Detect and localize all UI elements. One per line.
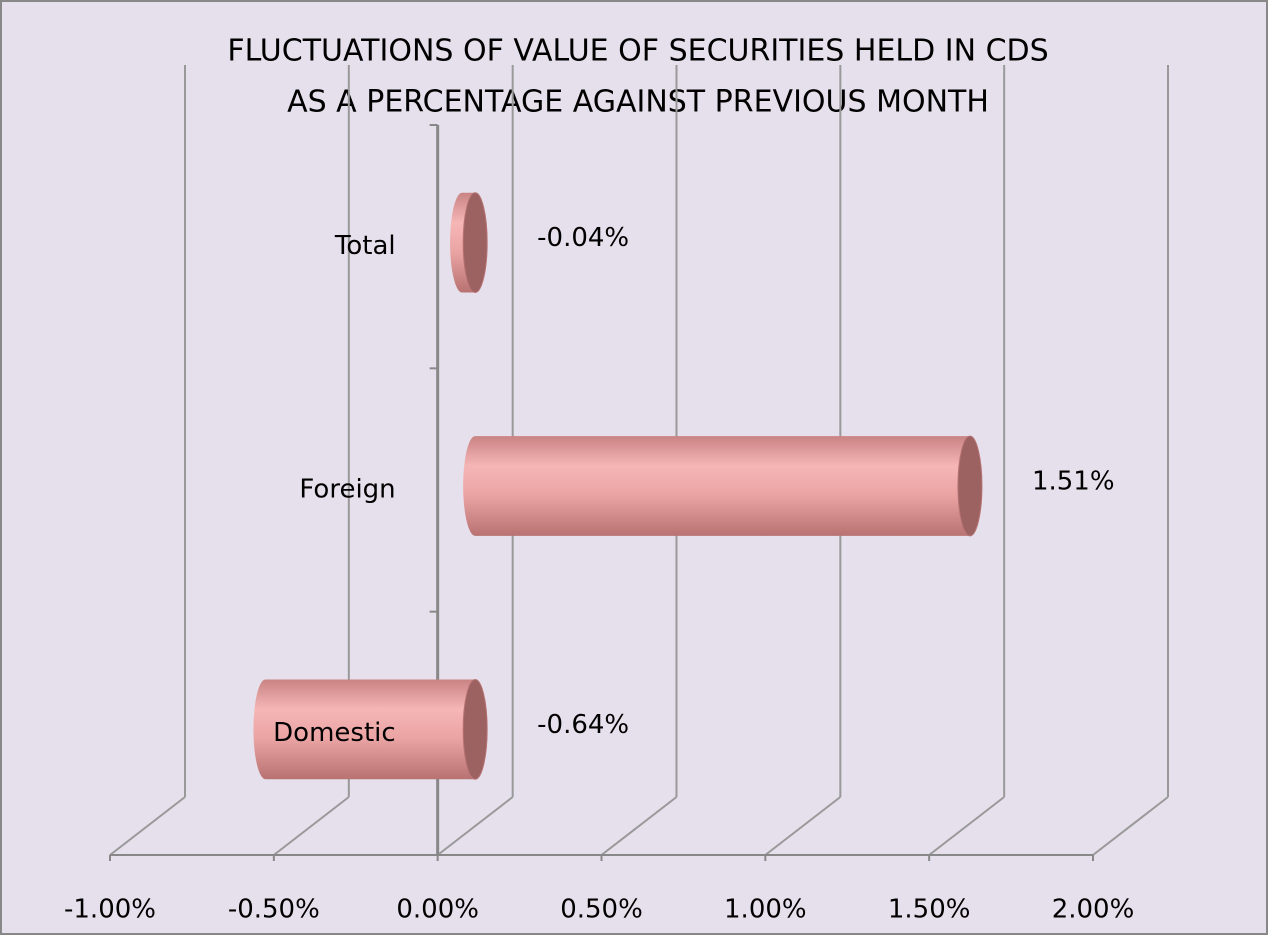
bar <box>450 192 488 294</box>
y-tick-label: Foreign <box>299 475 395 505</box>
data-label: -0.04% <box>537 223 629 253</box>
y-tick-label: Total <box>334 231 396 261</box>
bar-part <box>462 192 488 294</box>
x-tick-label: 1.50% <box>888 895 971 925</box>
bar <box>253 678 488 780</box>
chart-title: AS A PERCENTAGE AGAINST PREVIOUS MONTH <box>287 85 989 120</box>
grid-line <box>928 796 1005 856</box>
x-tick-label: -1.00% <box>64 895 156 925</box>
bar <box>463 435 983 537</box>
data-label: -0.64% <box>537 710 629 740</box>
x-tick-label: 0.50% <box>560 895 643 925</box>
x-tick-label: 1.00% <box>724 895 807 925</box>
data-label: 1.51% <box>1032 467 1115 497</box>
y-tick-label: Domestic <box>273 718 396 748</box>
bar-part <box>463 436 982 536</box>
grid-line <box>109 796 186 856</box>
bar-part <box>253 679 488 780</box>
bar-part <box>462 678 488 780</box>
x-tick-label: 0.00% <box>396 895 479 925</box>
x-tick-label: 2.00% <box>1052 895 1135 925</box>
bar-part <box>957 435 983 537</box>
grid-line <box>764 796 841 856</box>
grid-line <box>1092 796 1169 856</box>
grid-line <box>600 796 678 856</box>
chart-title: FLUCTUATIONS OF VALUE OF SECURITIES HELD… <box>227 34 1048 69</box>
grid-line <box>273 796 350 856</box>
grid-line <box>437 796 514 856</box>
x-tick-label: -0.50% <box>228 895 320 925</box>
